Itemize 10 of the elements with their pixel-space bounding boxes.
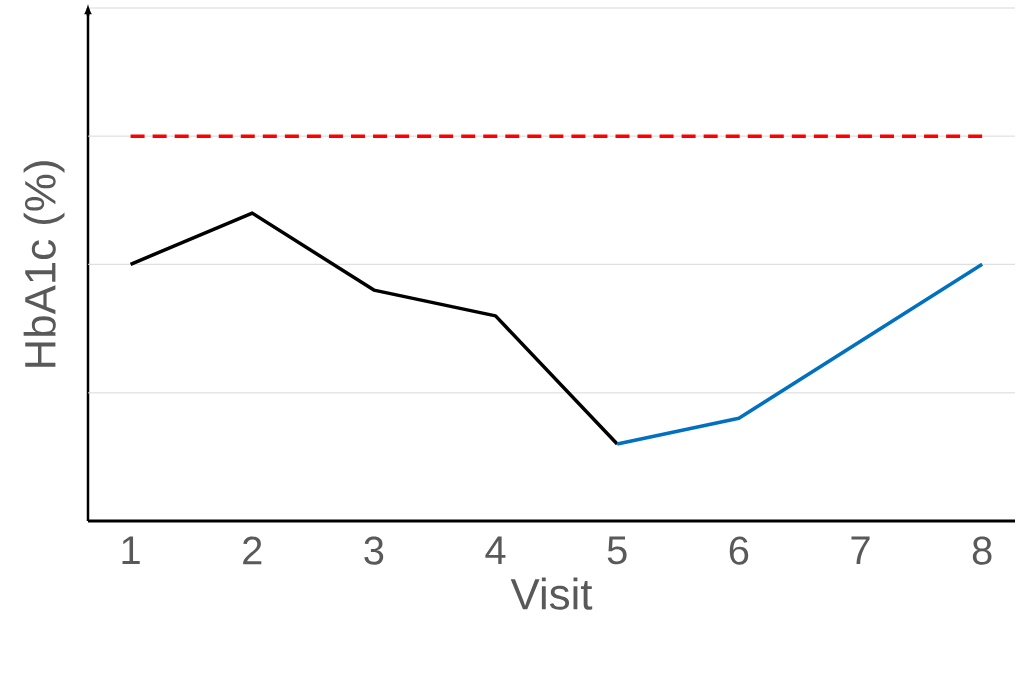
x-tick-label: 5 xyxy=(607,536,627,565)
x-tick-label: 7 xyxy=(851,536,870,564)
x-axis-title: Visit xyxy=(510,577,593,610)
y-axis-title: HbA1c (%) xyxy=(23,161,65,367)
x-tick-label: 8 xyxy=(972,536,992,565)
x-tick-label: 2 xyxy=(243,536,262,565)
x-tick-label: 6 xyxy=(729,536,749,565)
x-tick-label: 4 xyxy=(485,536,506,564)
x-tick-label: 1 xyxy=(122,536,140,564)
x-tick-label: 3 xyxy=(364,536,384,565)
